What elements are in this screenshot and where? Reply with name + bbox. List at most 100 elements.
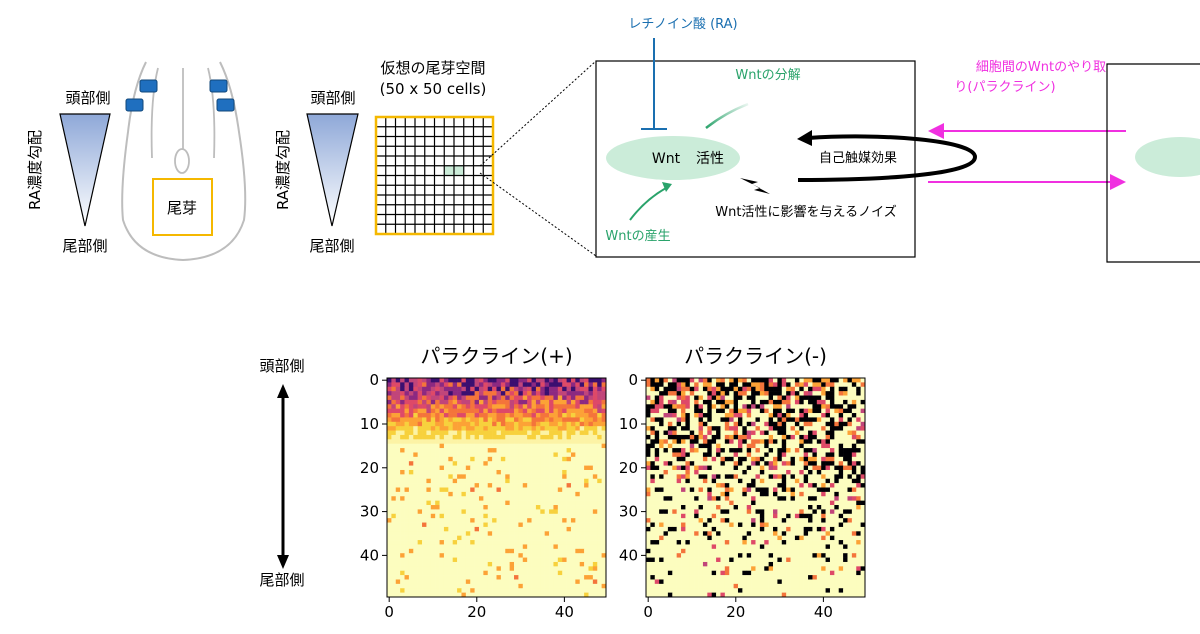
heatmap-cell <box>549 395 554 401</box>
heatmap-cell <box>465 522 471 528</box>
heatmap-cell <box>737 408 743 414</box>
heatmap-cell <box>729 505 734 510</box>
heatmap-cell <box>755 518 761 523</box>
heatmap-cell <box>860 434 866 440</box>
heatmap-cell <box>505 566 510 572</box>
heatmap-cell <box>768 575 774 580</box>
heatmap-cell <box>557 561 563 567</box>
heatmap-cell <box>518 426 524 431</box>
heatmap-cell <box>557 395 563 401</box>
heatmap-cell <box>759 452 765 458</box>
heatmap-cell <box>566 579 572 585</box>
heatmap-cell <box>496 570 502 576</box>
heatmap-cell <box>448 483 453 488</box>
heatmap-cell <box>843 426 848 431</box>
heatmap-cell <box>404 518 410 523</box>
heatmap-cell <box>430 448 436 453</box>
heatmap-cell <box>646 535 651 541</box>
heatmap-cell <box>465 588 471 593</box>
embryo-inner-line-left <box>150 67 159 159</box>
heatmap-cell <box>847 518 853 523</box>
heatmap-cell <box>650 513 656 519</box>
heatmap-cell <box>794 430 800 436</box>
heatmap-cell <box>430 566 436 572</box>
heatmap-cell <box>404 531 410 536</box>
heatmap-cell <box>847 439 853 444</box>
heatmap-cell <box>755 378 761 383</box>
heatmap-cell <box>646 509 651 515</box>
heatmap-cell <box>413 487 418 493</box>
heatmap-cell <box>570 474 576 480</box>
heatmap-cell <box>430 570 436 576</box>
heatmap-cell <box>821 526 826 532</box>
heatmap-cell <box>689 566 695 572</box>
heatmap-cell <box>702 531 708 536</box>
heatmap-cell <box>746 391 752 396</box>
heatmap-cell <box>478 386 484 392</box>
heatmap-cell <box>443 456 449 462</box>
heatmap-cell <box>781 557 787 563</box>
heatmap-cell <box>452 478 458 484</box>
heatmap-cell <box>474 408 480 414</box>
heatmap-cell <box>404 434 410 440</box>
heatmap-cell <box>716 404 721 409</box>
heatmap-cell <box>716 540 721 545</box>
heatmap-cell <box>711 544 717 550</box>
heatmap-cell <box>716 439 721 444</box>
heatmap-cell <box>777 496 783 501</box>
heatmap-cell <box>404 378 410 383</box>
heatmap-cell <box>851 478 857 484</box>
heatmap-cell <box>535 404 541 409</box>
heatmap-cell <box>860 408 866 414</box>
heatmap-cell <box>478 430 484 436</box>
heatmap-cell <box>417 583 423 589</box>
heatmap-cell <box>698 496 704 501</box>
heatmap-cell <box>646 465 651 471</box>
heatmap-cell <box>592 505 598 510</box>
heatmap-cell <box>588 518 594 523</box>
heatmap-cell <box>408 421 414 427</box>
heatmap-cell <box>492 391 497 396</box>
heatmap-cell <box>737 465 743 471</box>
heatmap-cell <box>768 548 774 554</box>
heatmap-cell <box>821 500 826 506</box>
heatmap-cell <box>847 461 853 466</box>
heatmap-cell <box>742 509 748 515</box>
heatmap-cell <box>724 496 730 501</box>
heatmap-cell <box>746 421 752 427</box>
heatmap-cell <box>808 386 813 392</box>
heatmap-cell <box>851 434 857 440</box>
heatmap-cell <box>694 469 699 475</box>
heatmap-cell <box>821 434 826 440</box>
heatmap-cell <box>843 465 848 471</box>
heatmap-cell <box>478 439 484 444</box>
heatmap-cell <box>461 588 467 593</box>
heatmap-cell <box>746 513 752 519</box>
heatmap-cell <box>751 391 756 396</box>
heatmap-cell <box>676 478 682 484</box>
heatmap-cell <box>540 496 545 501</box>
heatmap-cell <box>838 535 844 541</box>
heatmap-cell <box>777 413 783 418</box>
heatmap-cell <box>553 583 559 589</box>
heatmap-cell <box>540 448 545 453</box>
heatmap-cell <box>557 404 563 409</box>
heatmap-cell <box>457 426 462 431</box>
heatmap-cell <box>461 430 467 436</box>
heatmap-cell <box>716 448 721 453</box>
heatmap-cell <box>483 421 489 427</box>
heatmap-cell <box>755 575 761 580</box>
heatmap-cell <box>422 395 427 401</box>
heatmap-cell <box>579 588 585 593</box>
heatmap-cell <box>487 417 493 423</box>
heatmap-cell <box>790 434 796 440</box>
heatmap-cell <box>492 491 497 497</box>
heatmap-cell <box>395 478 401 484</box>
heatmap-cell <box>685 395 691 401</box>
heatmap-cell <box>470 500 475 506</box>
heatmap-cell <box>737 566 743 572</box>
heatmap-cell <box>654 500 660 506</box>
heatmap-cell <box>426 487 432 493</box>
heatmap-cell <box>816 509 822 515</box>
heatmap-cell <box>759 553 765 558</box>
